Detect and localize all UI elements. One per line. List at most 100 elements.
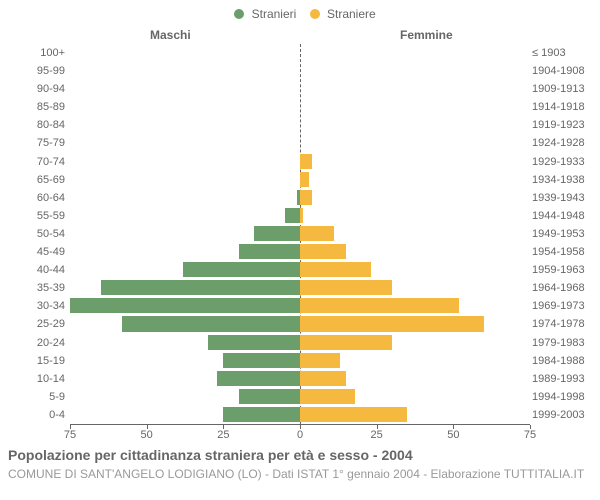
x-tick-label: 50	[141, 429, 153, 441]
y-label-age: 65-69	[10, 171, 65, 189]
bar-row	[70, 44, 530, 62]
bar-male	[122, 316, 300, 331]
chart-subtitle: COMUNE DI SANT'ANGELO LODIGIANO (LO) - D…	[8, 467, 598, 481]
bar-male	[223, 407, 300, 422]
bar-female	[300, 335, 392, 350]
y-label-birth: 1914-1918	[532, 98, 592, 116]
y-label-birth: 1994-1998	[532, 388, 592, 406]
y-label-age: 70-74	[10, 153, 65, 171]
bar-row	[70, 370, 530, 388]
bar-row	[70, 80, 530, 98]
bar-row	[70, 98, 530, 116]
bar-female	[300, 154, 312, 169]
y-label-age: 60-64	[10, 189, 65, 207]
y-label-birth: 1949-1953	[532, 225, 592, 243]
bar-female	[300, 244, 346, 259]
bar-row	[70, 116, 530, 134]
bar-row	[70, 406, 530, 424]
bar-row	[70, 388, 530, 406]
y-label-birth: 1954-1958	[532, 243, 592, 261]
y-label-birth: 1989-1993	[532, 370, 592, 388]
y-label-age: 90-94	[10, 80, 65, 98]
column-header-female: Femmine	[400, 28, 453, 42]
y-label-age: 5-9	[10, 388, 65, 406]
legend-label-male: Stranieri	[252, 7, 297, 21]
bar-female	[300, 226, 334, 241]
bar-row	[70, 207, 530, 225]
bar-male	[70, 298, 300, 313]
bar-female	[300, 208, 303, 223]
chart-title: Popolazione per cittadinanza straniera p…	[8, 447, 598, 463]
y-label-age: 20-24	[10, 334, 65, 352]
y-label-age: 85-89	[10, 98, 65, 116]
bar-male	[208, 335, 300, 350]
x-tick-label: 25	[371, 429, 383, 441]
y-label-birth: 1969-1973	[532, 297, 592, 315]
bar-male	[183, 262, 300, 277]
y-label-birth: 1929-1933	[532, 153, 592, 171]
y-label-age: 100+	[10, 44, 65, 62]
bar-row	[70, 153, 530, 171]
bar-female	[300, 172, 309, 187]
bar-male	[101, 280, 300, 295]
x-tick-label: 0	[297, 429, 303, 441]
y-label-age: 50-54	[10, 225, 65, 243]
population-pyramid-chart: Stranieri Straniere Maschi Femmine Fasce…	[0, 0, 600, 500]
bar-male	[223, 353, 300, 368]
y-label-birth: 1974-1978	[532, 315, 592, 333]
bar-male	[239, 389, 300, 404]
y-label-age: 55-59	[10, 207, 65, 225]
y-label-age: 80-84	[10, 116, 65, 134]
y-label-age: 75-79	[10, 134, 65, 152]
y-label-birth: 1944-1948	[532, 207, 592, 225]
y-label-birth: 1964-1968	[532, 279, 592, 297]
x-tick-label: 75	[64, 429, 76, 441]
bar-male	[239, 244, 300, 259]
y-label-age: 25-29	[10, 315, 65, 333]
bar-row	[70, 352, 530, 370]
bar-row	[70, 171, 530, 189]
bar-female	[300, 298, 459, 313]
bar-row	[70, 134, 530, 152]
bar-row	[70, 62, 530, 80]
y-label-birth: 1924-1928	[532, 134, 592, 152]
bar-row	[70, 334, 530, 352]
x-axis: 7550250255075	[70, 424, 530, 441]
y-label-age: 40-44	[10, 261, 65, 279]
y-label-birth: 1904-1908	[532, 62, 592, 80]
column-header-male: Maschi	[150, 28, 191, 42]
bar-female	[300, 407, 407, 422]
bar-row	[70, 261, 530, 279]
y-label-age: 30-34	[10, 297, 65, 315]
y-label-age: 0-4	[10, 406, 65, 424]
legend-label-female: Straniere	[327, 7, 376, 21]
x-tick-label: 75	[524, 429, 536, 441]
legend-swatch-female	[310, 9, 320, 19]
legend-swatch-male	[234, 9, 244, 19]
y-label-birth: 1939-1943	[532, 189, 592, 207]
bar-male	[217, 371, 300, 386]
bar-female	[300, 190, 312, 205]
bar-female	[300, 316, 484, 331]
y-label-age: 45-49	[10, 243, 65, 261]
bar-row	[70, 315, 530, 333]
y-label-age: 15-19	[10, 352, 65, 370]
bar-male	[285, 208, 300, 223]
bar-female	[300, 371, 346, 386]
y-label-birth: ≤ 1903	[532, 44, 592, 62]
bar-female	[300, 353, 340, 368]
bar-row	[70, 297, 530, 315]
y-label-birth: 1984-1988	[532, 352, 592, 370]
x-tick-label: 25	[217, 429, 229, 441]
y-label-age: 95-99	[10, 62, 65, 80]
bar-female	[300, 262, 371, 277]
bar-row	[70, 279, 530, 297]
bar-row	[70, 243, 530, 261]
y-label-birth: 1999-2003	[532, 406, 592, 424]
y-label-birth: 1909-1913	[532, 80, 592, 98]
y-label-birth: 1979-1983	[532, 334, 592, 352]
bar-row	[70, 225, 530, 243]
x-tick-label: 50	[447, 429, 459, 441]
bar-female	[300, 389, 355, 404]
y-label-birth: 1919-1923	[532, 116, 592, 134]
